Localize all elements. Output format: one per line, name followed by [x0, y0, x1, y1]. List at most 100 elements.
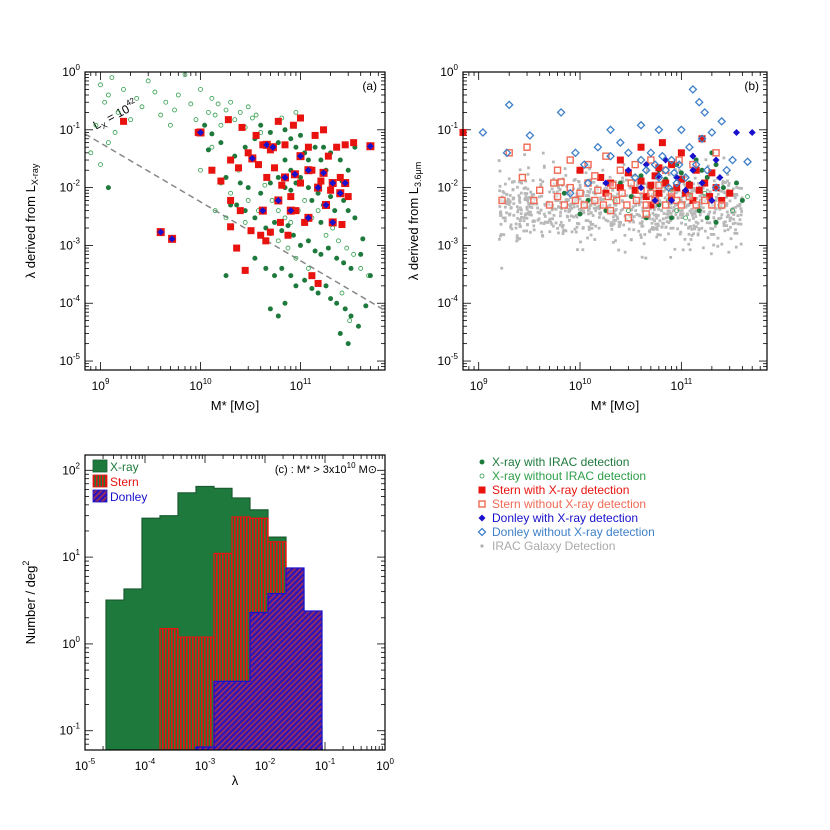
y-tick-label: 10-5 — [438, 352, 459, 368]
data-point — [674, 160, 684, 170]
series-donley-with-x-ray-detection — [156, 128, 375, 243]
data-point — [523, 143, 531, 151]
background-point — [509, 206, 513, 209]
background-point — [532, 193, 536, 196]
background-point — [518, 225, 522, 229]
background-point — [522, 219, 526, 223]
background-point — [692, 186, 696, 190]
background-point — [656, 222, 660, 226]
background-point — [538, 178, 542, 182]
background-point — [515, 239, 519, 243]
background-point — [604, 218, 608, 222]
background-point — [669, 206, 673, 210]
data-point — [627, 179, 635, 187]
data-point — [565, 188, 575, 198]
data-point — [320, 126, 328, 134]
x-axis-label: λ — [232, 773, 239, 788]
data-point — [692, 201, 700, 209]
background-point — [734, 205, 737, 209]
background-point — [525, 223, 529, 226]
background-point — [598, 212, 602, 216]
background-point — [501, 190, 505, 193]
background-point — [552, 213, 556, 217]
data-point — [591, 196, 599, 205]
background-point — [518, 196, 522, 200]
data-point — [717, 116, 727, 126]
background-point — [541, 180, 545, 183]
histogram-outline — [159, 516, 305, 750]
background-point — [632, 228, 636, 232]
data-point — [276, 218, 284, 226]
background-point — [548, 230, 552, 234]
background-point — [722, 221, 726, 224]
data-point — [571, 196, 580, 205]
data-point — [329, 179, 337, 187]
data-point — [689, 152, 697, 160]
x-tick-label: 1010 — [569, 377, 592, 393]
background-point — [619, 221, 623, 224]
data-point — [145, 78, 151, 84]
data-point — [631, 186, 639, 194]
data-point — [196, 128, 204, 136]
background-point — [499, 210, 503, 214]
background-point — [498, 205, 502, 208]
data-point — [339, 290, 345, 296]
background-point — [602, 216, 606, 220]
data-point — [566, 156, 574, 164]
background-point — [718, 217, 721, 221]
background-point — [621, 207, 625, 211]
background-point — [643, 233, 647, 236]
background-point — [503, 219, 507, 223]
background-point — [719, 189, 723, 193]
data-point — [478, 500, 486, 508]
data-point — [258, 122, 264, 128]
data-point — [315, 190, 321, 196]
background-point — [520, 216, 523, 219]
data-point — [305, 238, 311, 244]
data-point — [290, 232, 296, 238]
background-point — [739, 242, 743, 246]
data-point — [623, 148, 633, 158]
background-point — [519, 208, 523, 212]
data-point — [330, 225, 336, 231]
legend-swatch — [92, 459, 108, 473]
background-point — [700, 193, 703, 197]
background-point — [561, 225, 564, 229]
background-point — [663, 188, 667, 191]
background-point — [725, 202, 729, 205]
data-point — [287, 207, 295, 215]
background-point — [679, 230, 683, 234]
background-point — [659, 201, 663, 205]
background-point — [523, 213, 527, 217]
background-point — [609, 224, 613, 228]
data-point — [324, 152, 332, 160]
data-point — [334, 255, 340, 261]
data-point — [668, 161, 676, 169]
data-point — [637, 184, 645, 192]
data-point — [269, 198, 275, 203]
background-point — [560, 207, 563, 211]
background-point — [586, 219, 590, 223]
data-point — [637, 177, 645, 185]
background-point — [733, 196, 737, 200]
data-point — [152, 89, 158, 95]
background-point — [525, 229, 528, 233]
background-point — [708, 210, 712, 214]
background-point — [563, 167, 567, 171]
background-point — [640, 255, 644, 259]
background-point — [663, 196, 667, 200]
background-point — [511, 196, 515, 200]
background-point — [589, 220, 592, 224]
data-point — [498, 196, 506, 205]
data-point — [252, 255, 258, 261]
data-point — [112, 130, 118, 135]
data-point — [285, 245, 291, 251]
background-point — [701, 206, 705, 210]
data-point — [536, 186, 544, 194]
data-point — [275, 140, 281, 146]
background-point — [511, 188, 515, 192]
data-point — [236, 207, 244, 215]
data-point — [707, 128, 717, 137]
data-point — [320, 169, 328, 177]
data-point — [237, 180, 243, 186]
